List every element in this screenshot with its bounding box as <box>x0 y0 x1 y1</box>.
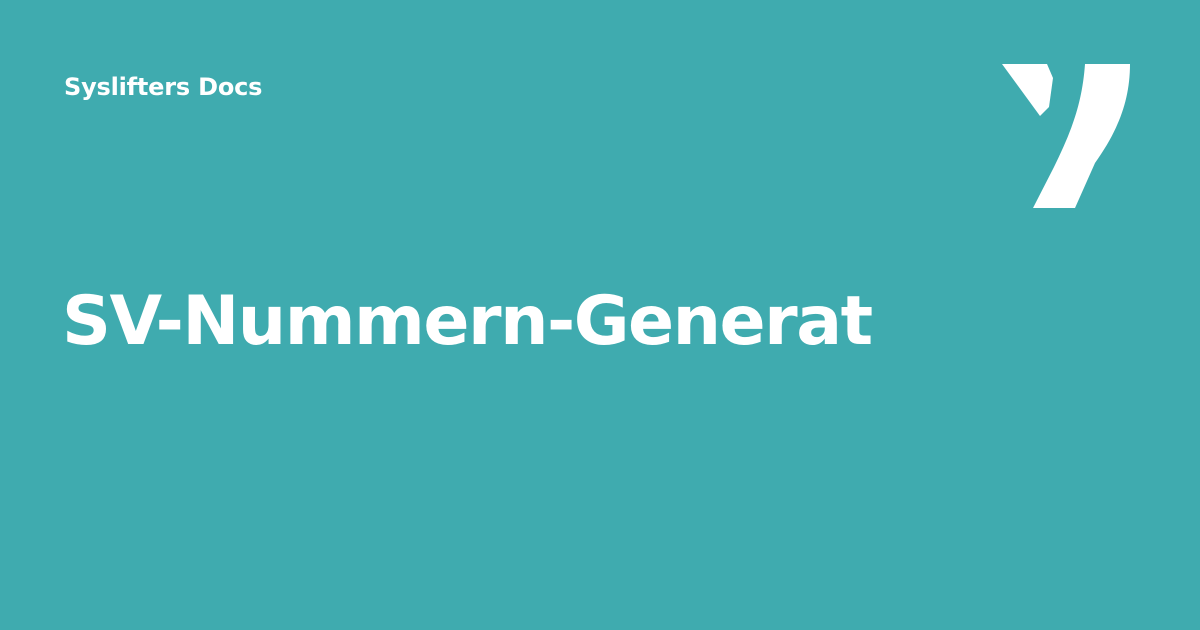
syslifters-y-logo-icon <box>1002 64 1130 208</box>
page-title: SV-Nummern-Generat <box>62 282 873 361</box>
site-name: Syslifters Docs <box>64 73 263 101</box>
